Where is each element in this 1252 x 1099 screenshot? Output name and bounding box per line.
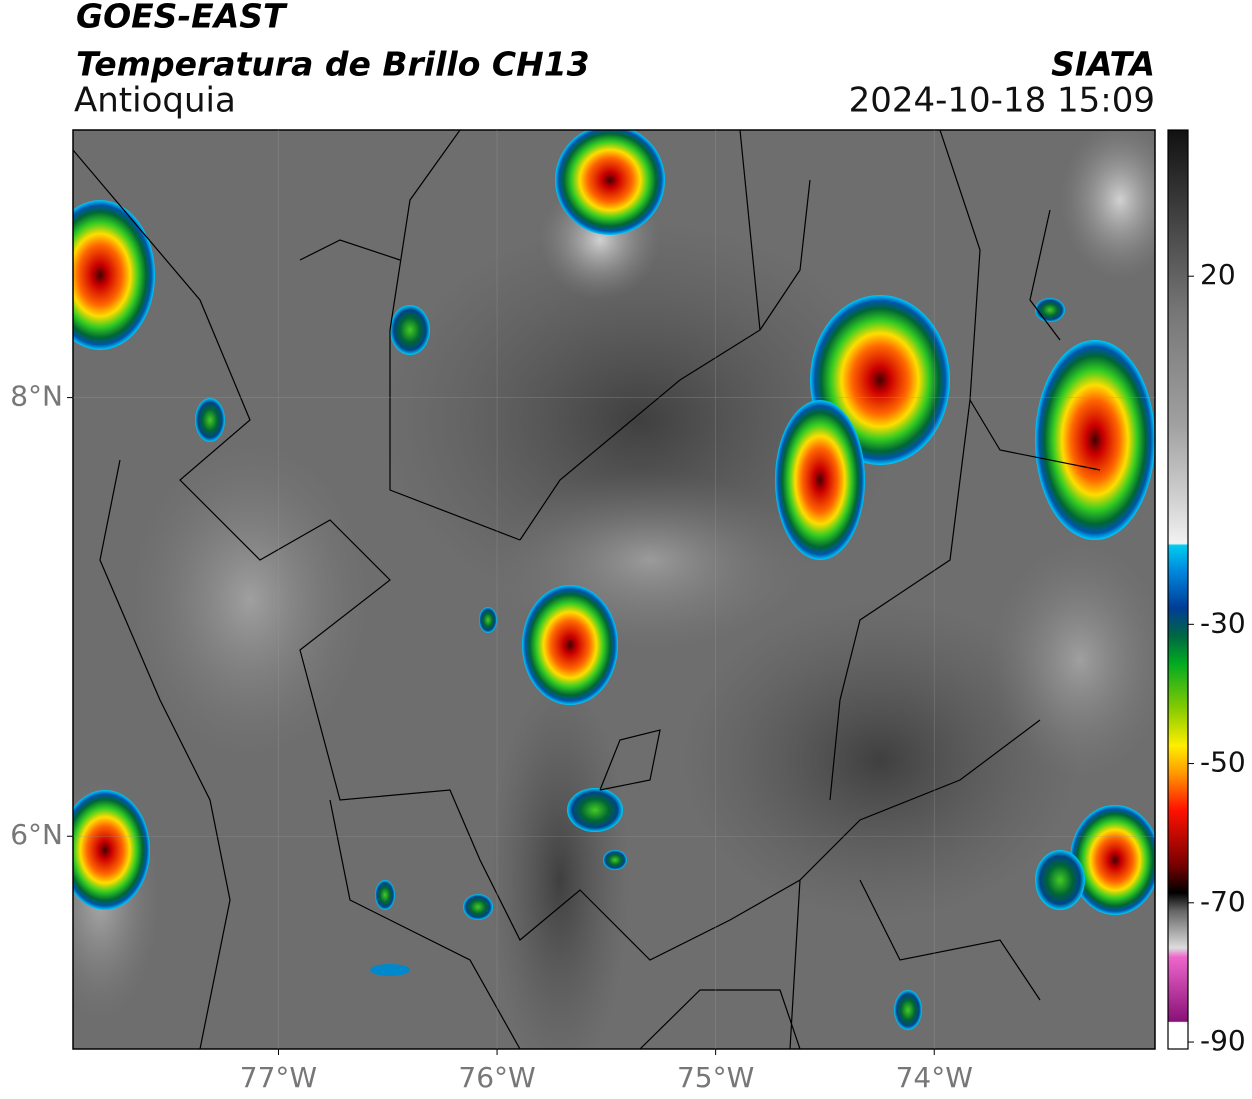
y-tick-label: 8°N: [10, 380, 63, 413]
colorbar-tick-label: -70: [1200, 885, 1246, 918]
colorbar-tick-label: -90: [1200, 1024, 1246, 1057]
colorbar-tick-label: -30: [1200, 606, 1246, 639]
colorbar: [1167, 129, 1189, 1050]
colorbar-tick-label: -50: [1200, 746, 1246, 779]
satellite-image: [73, 130, 1155, 1049]
x-tick-label: 77°W: [240, 1061, 317, 1094]
title: GOES-EAST: [76, 0, 288, 36]
source: SIATA: [1051, 45, 1155, 84]
timestamp: 2024-10-18 15:09: [849, 81, 1155, 121]
x-tick-label: 76°W: [458, 1061, 535, 1094]
region: Antioquia: [74, 81, 236, 121]
x-tick-label: 75°W: [677, 1061, 754, 1094]
x-tick-label: 74°W: [896, 1061, 973, 1094]
subtitle: Temperatura de Brillo CH13: [76, 45, 590, 84]
colorbar-tick-label: 20: [1200, 258, 1236, 291]
y-tick-label: 6°N: [10, 818, 63, 851]
map-frame: [72, 129, 1156, 1050]
